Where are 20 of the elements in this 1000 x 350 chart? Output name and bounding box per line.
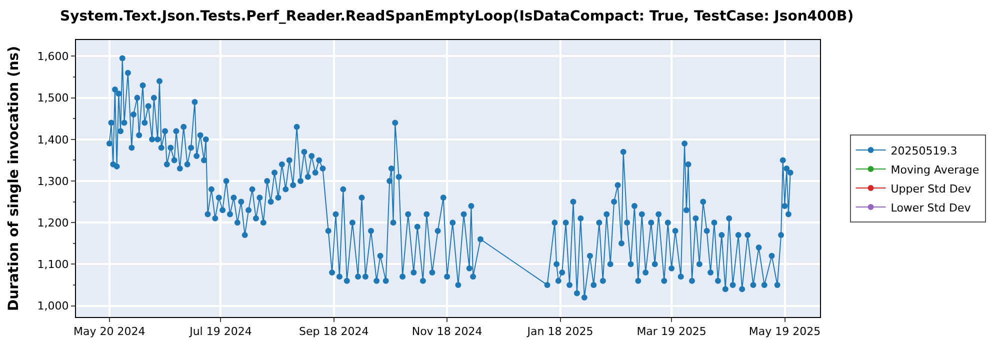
x-tick-label: Jul 19 2024 bbox=[188, 325, 252, 338]
legend-label: Lower Std Dev bbox=[890, 201, 972, 214]
y-tick-label: 1,000 bbox=[37, 300, 69, 313]
y-tick-label: 1,100 bbox=[37, 258, 69, 272]
y-tick-label: 1,400 bbox=[37, 133, 69, 146]
y-tick-label: 1,300 bbox=[37, 174, 69, 188]
chart-title: System.Text.Json.Tests.Perf_Reader.ReadSpanEmptyLoop(IsDataCompact: True, TestCase: Json400B) bbox=[60, 8, 854, 24]
y-tick-label: 1,600 bbox=[37, 50, 69, 64]
y-axis-title: Duration of single invocation (ns) bbox=[6, 46, 22, 312]
y-tick-label: 1,200 bbox=[37, 216, 69, 230]
x-tick-label: Nov 18 2024 bbox=[412, 325, 482, 338]
legend-label: Moving Average bbox=[890, 163, 980, 176]
legend-label: Upper Std Dev bbox=[890, 182, 972, 196]
x-tick-label: Jan 18 2025 bbox=[526, 325, 594, 338]
x-tick-label: May 20 2024 bbox=[74, 325, 146, 338]
y-tick-label: 1,500 bbox=[37, 92, 69, 105]
x-tick-label: May 19 2025 bbox=[748, 325, 821, 338]
x-tick-label: Sep 18 2024 bbox=[299, 325, 369, 338]
x-tick-label: Mar 19 2025 bbox=[636, 325, 706, 338]
legend-label: 20250519.3 bbox=[890, 144, 958, 158]
